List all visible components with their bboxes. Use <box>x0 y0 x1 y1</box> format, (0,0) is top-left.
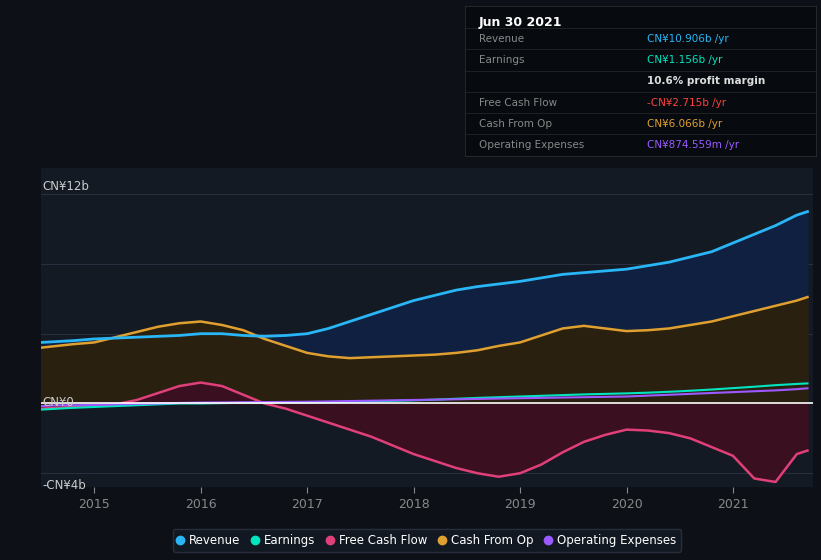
Text: CN¥1.156b /yr: CN¥1.156b /yr <box>648 55 722 65</box>
Text: Jun 30 2021: Jun 30 2021 <box>479 16 562 29</box>
Text: CN¥0: CN¥0 <box>43 396 75 409</box>
Text: Free Cash Flow: Free Cash Flow <box>479 97 557 108</box>
Text: -CN¥4b: -CN¥4b <box>43 479 86 492</box>
Text: -CN¥2.715b /yr: -CN¥2.715b /yr <box>648 97 727 108</box>
Text: CN¥10.906b /yr: CN¥10.906b /yr <box>648 34 729 44</box>
Text: CN¥12b: CN¥12b <box>43 180 89 193</box>
Text: Cash From Op: Cash From Op <box>479 119 552 129</box>
Text: CN¥6.066b /yr: CN¥6.066b /yr <box>648 119 722 129</box>
Text: Earnings: Earnings <box>479 55 525 65</box>
Legend: Revenue, Earnings, Free Cash Flow, Cash From Op, Operating Expenses: Revenue, Earnings, Free Cash Flow, Cash … <box>172 529 681 552</box>
Text: CN¥874.559m /yr: CN¥874.559m /yr <box>648 140 740 150</box>
Text: 10.6% profit margin: 10.6% profit margin <box>648 76 766 86</box>
Text: Operating Expenses: Operating Expenses <box>479 140 584 150</box>
Text: Revenue: Revenue <box>479 34 524 44</box>
